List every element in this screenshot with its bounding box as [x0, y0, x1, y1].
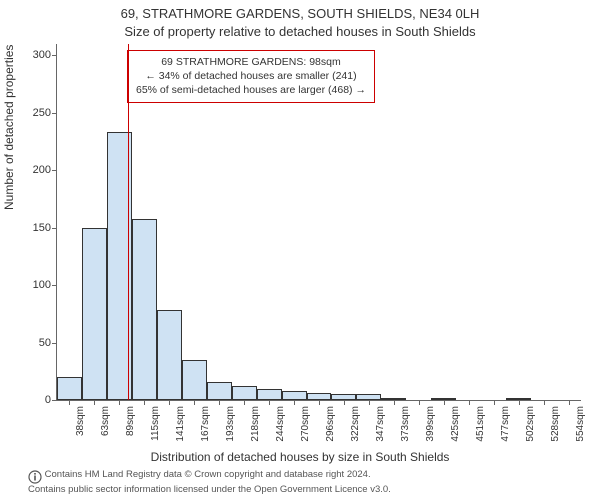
- y-tick-mark: [52, 170, 57, 171]
- x-tick-mark: [94, 400, 95, 405]
- y-tick-label: 50: [11, 337, 57, 349]
- histogram-bar: [82, 228, 107, 400]
- y-tick-mark: [52, 400, 57, 401]
- annotation-box: 69 STRATHMORE GARDENS: 98sqm ← 34% of de…: [127, 50, 375, 103]
- y-tick-label: 300: [11, 49, 57, 61]
- x-tick-label: 141sqm: [175, 406, 186, 442]
- x-tick-mark: [194, 400, 195, 405]
- histogram-bar: [282, 391, 307, 400]
- x-tick-label: 218sqm: [250, 406, 261, 442]
- y-tick-label: 200: [11, 164, 57, 176]
- histogram-bar: [232, 386, 257, 400]
- x-tick-mark: [269, 400, 270, 405]
- x-tick-label: 322sqm: [350, 406, 361, 442]
- histogram-bar: [257, 389, 282, 400]
- x-tick-mark: [394, 400, 395, 405]
- x-tick-label: 477sqm: [500, 406, 511, 442]
- footer-line-2: Contains public sector information licen…: [28, 484, 391, 495]
- x-tick-label: 347sqm: [375, 406, 386, 442]
- histogram-bar: [132, 219, 157, 400]
- annotation-line-3: 65% of semi-detached houses are larger (…: [136, 83, 366, 97]
- x-tick-mark: [519, 400, 520, 405]
- marker-line: [128, 44, 129, 400]
- x-tick-label: 554sqm: [575, 406, 586, 442]
- y-tick-mark: [52, 285, 57, 286]
- x-tick-mark: [69, 400, 70, 405]
- annotation-line-1: 69 STRATHMORE GARDENS: 98sqm: [136, 55, 366, 69]
- x-tick-label: 38sqm: [75, 406, 86, 436]
- x-tick-mark: [369, 400, 370, 405]
- y-tick-mark: [52, 55, 57, 56]
- y-tick-mark: [52, 228, 57, 229]
- x-tick-mark: [319, 400, 320, 405]
- x-tick-mark: [294, 400, 295, 405]
- plot-area: 69 STRATHMORE GARDENS: 98sqm ← 34% of de…: [56, 44, 581, 401]
- x-tick-mark: [419, 400, 420, 405]
- x-tick-mark: [469, 400, 470, 405]
- x-tick-label: 451sqm: [475, 406, 486, 442]
- x-tick-mark: [119, 400, 120, 405]
- x-tick-label: 399sqm: [425, 406, 436, 442]
- x-tick-label: 296sqm: [325, 406, 336, 442]
- chart-title-sub: Size of property relative to detached ho…: [0, 24, 600, 39]
- histogram-bar: [207, 382, 232, 400]
- y-tick-label: 250: [11, 107, 57, 119]
- y-axis-title: Number of detached properties: [2, 45, 16, 210]
- x-tick-label: 528sqm: [550, 406, 561, 442]
- x-tick-mark: [144, 400, 145, 405]
- x-tick-label: 89sqm: [125, 406, 136, 436]
- histogram-bar: [157, 310, 182, 400]
- x-tick-mark: [244, 400, 245, 405]
- x-tick-mark: [219, 400, 220, 405]
- y-tick-mark: [52, 113, 57, 114]
- x-tick-mark: [169, 400, 170, 405]
- chart-container: 69, STRATHMORE GARDENS, SOUTH SHIELDS, N…: [0, 0, 600, 500]
- x-axis-title: Distribution of detached houses by size …: [0, 450, 600, 464]
- x-tick-mark: [494, 400, 495, 405]
- info-icon: [28, 470, 42, 484]
- x-tick-mark: [544, 400, 545, 405]
- x-tick-label: 63sqm: [100, 406, 111, 436]
- histogram-bar: [182, 360, 207, 400]
- x-tick-label: 167sqm: [200, 406, 211, 442]
- x-tick-mark: [344, 400, 345, 405]
- y-tick-label: 150: [11, 222, 57, 234]
- x-tick-label: 115sqm: [150, 406, 161, 441]
- x-tick-mark: [444, 400, 445, 405]
- annotation-line-2: ← 34% of detached houses are smaller (24…: [136, 69, 366, 83]
- x-tick-label: 193sqm: [225, 406, 236, 442]
- footer-line-1: Contains HM Land Registry data © Crown c…: [45, 469, 371, 480]
- y-tick-mark: [52, 343, 57, 344]
- y-tick-label: 0: [11, 394, 57, 406]
- footer-attribution: Contains HM Land Registry data © Crown c…: [28, 469, 588, 496]
- y-tick-label: 100: [11, 279, 57, 291]
- x-tick-label: 373sqm: [400, 406, 411, 442]
- histogram-bar: [307, 393, 332, 400]
- histogram-bar: [57, 377, 82, 400]
- chart-title-main: 69, STRATHMORE GARDENS, SOUTH SHIELDS, N…: [0, 6, 600, 21]
- x-tick-label: 425sqm: [450, 406, 461, 442]
- x-tick-label: 244sqm: [275, 406, 286, 442]
- x-tick-label: 502sqm: [525, 406, 536, 442]
- x-tick-mark: [569, 400, 570, 405]
- x-tick-label: 270sqm: [300, 406, 311, 442]
